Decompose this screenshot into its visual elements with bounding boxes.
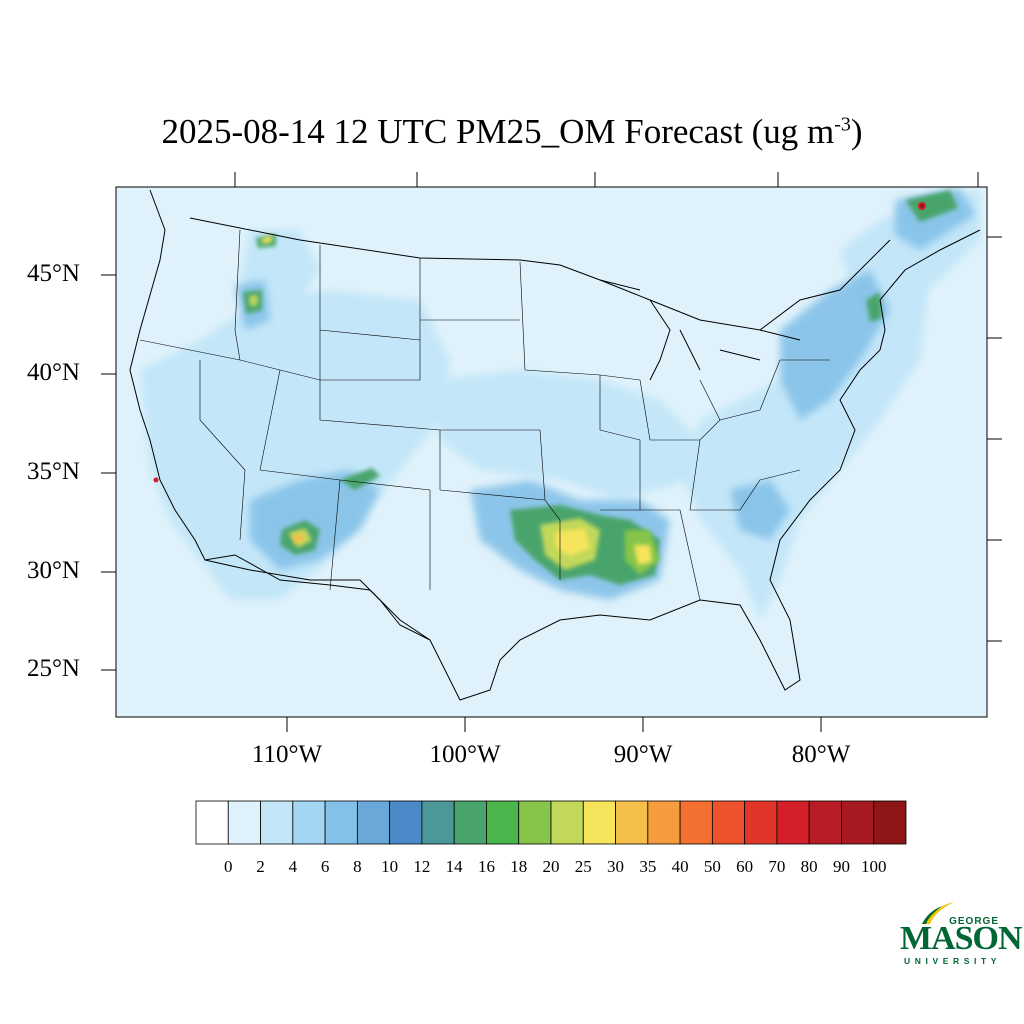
colorbar-box: [582, 800, 616, 845]
colorbar-tick-label: 18: [510, 857, 528, 876]
colorbar-tick-label: 20: [542, 857, 560, 876]
right-ticks: [987, 236, 1002, 642]
field-southeast-mid: [730, 480, 790, 540]
boundaries: [129, 189, 981, 701]
colorbar-tick-label: 30: [607, 857, 625, 876]
lat-label-35: 35°N: [26, 458, 80, 485]
colorbar-box: [711, 800, 746, 845]
mexico-border: [204, 559, 431, 641]
field-tx-orange: [555, 528, 590, 556]
colorbar-box: [841, 800, 875, 845]
lat-label-30: 30°N: [26, 557, 80, 584]
left-ticks: [101, 274, 116, 671]
field-az-orange: [292, 533, 305, 544]
gmu-logo: GEORGE MASON UNIVERSITY: [896, 896, 1023, 966]
field-idaho-yellow: [249, 295, 258, 306]
hotspot-quebec-core: [920, 204, 924, 208]
field-nm-green: [340, 468, 380, 490]
lon-label-100: 100°W: [429, 741, 501, 768]
field-quebec-green: [905, 190, 958, 222]
bottom-ticks: [286, 717, 822, 732]
logo-flame-icon: [922, 902, 954, 924]
hotspot-california: [153, 477, 159, 483]
lon-label-80: 80°W: [791, 741, 851, 768]
lat-label-40: 40°N: [26, 359, 80, 386]
field-plains-low: [430, 370, 700, 500]
concentration-field: [140, 188, 980, 620]
field-montana-yellow: [262, 236, 272, 244]
colorbar-tick-label: 70: [768, 857, 786, 876]
colorbar-box: [227, 800, 261, 845]
colorbar-tick-label: 60: [736, 857, 754, 876]
colorbar-box: [389, 800, 423, 845]
colorbar-box: [873, 800, 907, 845]
field-northeast-mid: [780, 270, 890, 420]
colorbar-box: [679, 800, 713, 845]
title-exponent: -3: [834, 113, 851, 136]
field-maine-green: [866, 292, 882, 322]
colorbar-box: [356, 800, 391, 845]
map-frame: [115, 186, 988, 718]
colorbar-box: [615, 800, 649, 845]
lon-label-110: 110°W: [251, 741, 323, 768]
colorbar-tick-label: 100: [860, 857, 887, 876]
colorbar-box: [453, 800, 487, 845]
colorbar-tick-label: 90: [832, 857, 850, 876]
colorbar-tick-label: 12: [413, 857, 431, 876]
colorbar-box: [421, 800, 455, 845]
colorbar-box: [776, 800, 810, 845]
lon-label-90: 90°W: [613, 741, 673, 768]
field-ms-orange: [634, 545, 652, 565]
colorbar-tick-label: 40: [671, 857, 689, 876]
colorbar-tick-label: 2: [256, 857, 265, 876]
great-lakes: [599, 279, 801, 381]
colorbar: [195, 800, 907, 845]
state-borders: [139, 229, 830, 601]
colorbar-tick-label: 80: [800, 857, 818, 876]
logo-university: UNIVERSITY: [904, 956, 1002, 966]
colorbar-tick-label: 25: [574, 857, 592, 876]
logo-george: GEORGE: [949, 916, 999, 927]
colorbar-tick-label: 4: [288, 857, 298, 876]
colorbar-tick-label: 8: [353, 857, 362, 876]
colorbar-box: [647, 800, 681, 845]
colorbar-tick-label: 0: [224, 857, 233, 876]
us-outline: [129, 189, 981, 701]
colorbar-box: [486, 800, 520, 845]
field-east-low: [680, 280, 930, 620]
colorbar-box: [324, 800, 358, 845]
lat-label-45: 45°N: [26, 260, 80, 287]
lat-label-25: 25°N: [26, 655, 80, 682]
colorbar-tick-label: 10: [381, 857, 399, 876]
field-west-low: [140, 290, 450, 600]
logo-mason: MASON: [900, 920, 1023, 957]
colorbar-box: [195, 800, 229, 845]
colorbar-box: [518, 800, 552, 845]
colorbar-tick-label: 6: [320, 857, 330, 876]
colorbar-tick-label: 14: [445, 857, 463, 876]
colorbar-box: [292, 800, 326, 845]
map-title: 2025-08-14 12 UTC PM25_OM Forecast (ug m…: [161, 112, 863, 151]
colorbar-tick-label: 50: [703, 857, 721, 876]
colorbar-tick-label: 16: [477, 857, 495, 876]
colorbar-tick-label: 35: [639, 857, 657, 876]
top-ticks: [234, 172, 979, 187]
colorbar-box: [260, 800, 294, 845]
colorbar-box: [550, 800, 584, 845]
colorbar-box: [808, 800, 842, 845]
colorbar-box: [744, 800, 778, 845]
